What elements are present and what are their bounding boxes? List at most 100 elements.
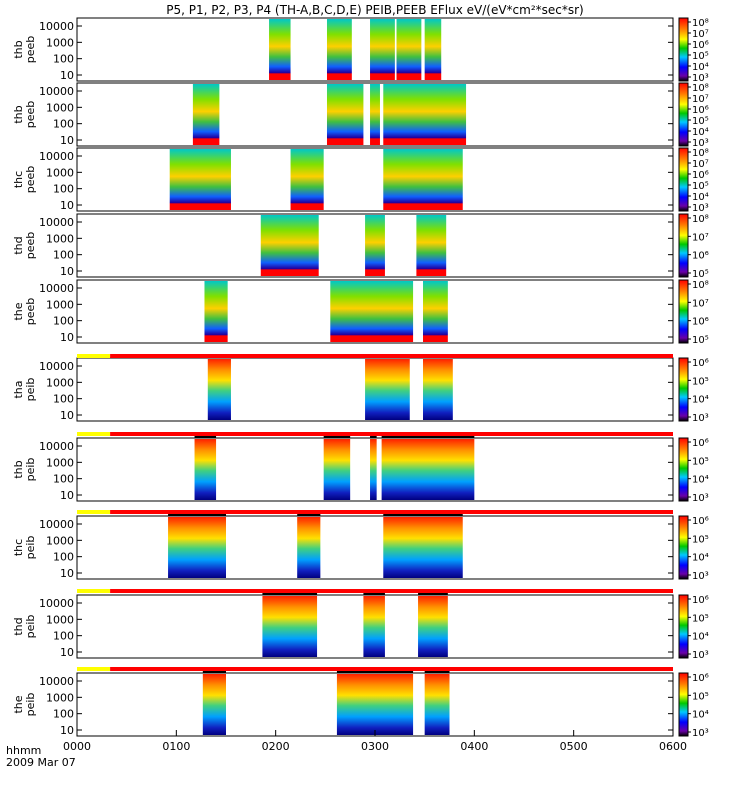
y-axis-label: the — [12, 302, 25, 320]
spectrogram-block — [383, 84, 467, 145]
y-axis-label: peib — [24, 693, 37, 717]
y-tick-label: 10000 — [39, 85, 74, 98]
colorbar-tick-label: 10⁸ — [692, 148, 709, 159]
flag-bar — [323, 435, 351, 438]
x-tick-label: 0100 — [162, 740, 190, 753]
colorbar-tick-label: 10⁵ — [692, 534, 709, 545]
colorbar-tick-label: 10⁷ — [692, 298, 709, 309]
mode-bar-red — [110, 432, 674, 436]
colorbar-tick-label: 10⁶ — [692, 170, 709, 181]
panel-9: 10000 1000 100 10 thd peib 10³ 10⁴ 10⁵ 10⁶ — [12, 592, 709, 661]
panel-frame — [76, 279, 674, 344]
x-tick-label: 0000 — [63, 740, 91, 753]
y-axis-label: thb — [12, 40, 25, 58]
y-tick-label: 100 — [53, 315, 74, 328]
colorbar-tick-label: 10⁶ — [692, 516, 709, 527]
spectrogram-block — [194, 439, 217, 500]
colorbar-tick-label: 10⁵ — [692, 269, 709, 280]
y-axis-label: thd — [12, 617, 25, 635]
colorbar-tick-label: 10⁴ — [692, 62, 709, 73]
colorbar-tick-label: 10³ — [692, 650, 709, 661]
flag-bar — [363, 592, 385, 595]
x-axis: 0000 0100 0200 0300 0400 0500 0600 — [63, 730, 687, 753]
x-axis-label: hhmm — [6, 744, 41, 757]
colorbar — [678, 147, 689, 212]
y-tick-label: 10 — [60, 331, 74, 344]
panel-frame — [76, 213, 674, 278]
mode-bar-4 — [77, 589, 674, 593]
panel-frame — [76, 594, 674, 659]
spectrogram-block — [192, 84, 220, 145]
colorbar-tick-label: 10³ — [692, 728, 709, 739]
panel-6: 10000 1000 100 10 tha peib 10³ 10⁴ 10⁵ 10⁶ — [12, 355, 709, 424]
y-tick-label: 10000 — [39, 440, 74, 453]
y-tick-label: 10 — [60, 69, 74, 82]
colorbar-tick-label: 10⁴ — [692, 192, 709, 203]
colorbar-tick-label: 10⁴ — [692, 632, 709, 643]
spectrogram-block — [424, 674, 450, 735]
y-axis-label: thb — [12, 460, 25, 478]
colorbar-tick-label: 10⁷ — [692, 29, 709, 40]
y-tick-label: 100 — [53, 551, 74, 564]
flag-bar — [194, 435, 217, 438]
y-tick-label: 100 — [53, 630, 74, 643]
panel-frame — [76, 17, 674, 82]
y-tick-label: 100 — [53, 473, 74, 486]
spectrogram-block — [370, 84, 380, 145]
colorbar-tick-label: 10³ — [692, 203, 709, 214]
spectrogram-block — [423, 281, 448, 342]
y-tick-label: 10000 — [39, 675, 74, 688]
colorbar-tick-label: 10⁸ — [692, 83, 709, 94]
spectrogram-block — [370, 439, 377, 500]
y-tick-label: 1000 — [46, 166, 74, 179]
panel-7: 10000 1000 100 10 thb peib 10³ 10⁴ 10⁵ 10⁶ — [12, 435, 709, 504]
x-tick-label: 0200 — [262, 740, 290, 753]
y-axis-label: peeb — [24, 36, 37, 64]
colorbar-tick-label: 10⁴ — [692, 553, 709, 564]
colorbar-tick-label: 10³ — [692, 73, 709, 84]
spectrogram-block — [416, 215, 447, 276]
y-axis-label: peib — [24, 458, 37, 482]
panel-8: 10000 1000 100 10 thc peib 10³ 10⁴ 10⁵ 10⁶ — [12, 513, 709, 582]
y-axis-label: peib — [24, 378, 37, 402]
panel-4: 10000 1000 100 10 thd peeb 10⁵ 10⁶ 10⁷ 10⁸ — [12, 213, 709, 280]
colorbar-tick-label: 10³ — [692, 571, 709, 582]
y-axis-label: peeb — [24, 101, 37, 129]
y-tick-label: 1000 — [46, 534, 74, 547]
colorbar-tick-label: 10⁷ — [692, 232, 709, 243]
flag-bar — [381, 435, 475, 438]
mode-bar-yellow — [77, 354, 111, 358]
x-tick-label: 0600 — [659, 740, 687, 753]
y-tick-label: 100 — [53, 393, 74, 406]
x-tick-label: 0500 — [560, 740, 588, 753]
colorbar — [678, 437, 689, 502]
colorbar — [678, 17, 689, 82]
panel-frame — [76, 515, 674, 580]
colorbar-tick-label: 10⁵ — [692, 376, 709, 387]
spectrogram-block — [169, 149, 231, 210]
y-axis-label: thc — [12, 539, 25, 556]
spectrogram-block — [424, 19, 442, 80]
mode-bar-red — [110, 354, 674, 358]
colorbar-tick-label: 10⁴ — [692, 395, 709, 406]
colorbar-tick-label: 10⁶ — [692, 40, 709, 51]
y-tick-label: 1000 — [46, 613, 74, 626]
y-tick-label: 100 — [53, 708, 74, 721]
y-tick-label: 1000 — [46, 232, 74, 245]
flag-bar — [202, 670, 226, 673]
colorbar-tick-label: 10⁷ — [692, 159, 709, 170]
spectrogram-block — [269, 19, 291, 80]
mode-bar-red — [110, 667, 674, 671]
mode-bar-red — [110, 510, 674, 514]
y-tick-label: 10000 — [39, 597, 74, 610]
mode-bar-red — [110, 589, 674, 593]
colorbar-tick-label: 10⁵ — [692, 51, 709, 62]
colorbar-tick-label: 10³ — [692, 413, 709, 424]
colorbar-tick-label: 10⁵ — [692, 335, 709, 346]
y-axis-label: peeb — [24, 166, 37, 194]
spectrogram-block — [260, 215, 319, 276]
colorbar-tick-label: 10⁶ — [692, 358, 709, 369]
y-tick-label: 10 — [60, 646, 74, 659]
